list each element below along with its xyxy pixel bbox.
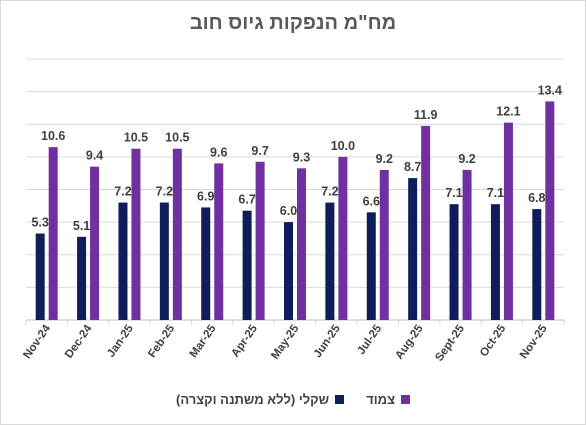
data-label-series-1: 6.9: [197, 189, 214, 203]
x-tick-label: Nov-25: [518, 322, 550, 361]
x-tick-label: Jan-25: [105, 322, 136, 359]
legend-swatch-series-2: [401, 395, 410, 404]
data-label-series-2: 9.7: [251, 144, 268, 158]
data-label-series-2: 13.4: [538, 83, 562, 97]
data-label-series-2: 12.1: [496, 105, 520, 119]
data-label-series-1: 5.3: [31, 216, 48, 230]
bar-series-2: [421, 125, 431, 320]
bar-series-1: [284, 222, 293, 320]
bar-series-1: [366, 212, 376, 320]
bar-series-1: [159, 202, 169, 320]
bar-series-1: [201, 207, 211, 320]
data-label-series-2: 9.2: [458, 152, 475, 166]
data-label-series-1: 7.1: [445, 186, 462, 200]
data-label-series-1: 5.1: [73, 219, 90, 233]
data-label-series-2: 9.4: [86, 149, 103, 163]
legend-label-series-2: צמוד: [366, 392, 395, 407]
bar-series-2: [462, 169, 472, 320]
x-tick-label: Jun-25: [312, 322, 343, 360]
data-label-series-1: 7.2: [114, 185, 131, 199]
bar-series-2: [255, 161, 265, 320]
bar-series-2: [90, 166, 100, 320]
data-label-series-2: 9.6: [210, 145, 227, 159]
x-tick-label: May-25: [269, 322, 302, 361]
data-label-series-1: 7.2: [321, 185, 338, 199]
bar-series-2: [172, 148, 182, 320]
x-tick-label: Nov-24: [21, 322, 53, 361]
data-label-series-1: 7.1: [487, 186, 504, 200]
data-label-series-1: 7.2: [156, 185, 173, 199]
data-label-series-2: 10.5: [165, 131, 189, 145]
data-label-series-1: 6.0: [280, 204, 297, 218]
legend-item-series-1: שקלי (ללא משתנה וקצרה): [176, 392, 345, 407]
data-label-series-2: 10.6: [41, 129, 65, 143]
bar-series-2: [503, 122, 513, 321]
bar-series-2: [338, 156, 348, 320]
x-tick-label: Dec-24: [63, 322, 95, 360]
bar-series-1: [35, 233, 45, 320]
legend-item-series-2: צמוד: [366, 392, 410, 407]
bar-series-1: [449, 204, 459, 320]
data-label-series-1: 6.8: [528, 191, 545, 205]
chart-title: מח"מ הנפקות גיוס חוב: [189, 12, 397, 34]
legend: צמוד שקלי (ללא משתנה וקצרה): [0, 392, 586, 407]
bar-series-1: [408, 178, 418, 320]
bar-series-1: [490, 204, 500, 320]
legend-label-series-1: שקלי (ללא משתנה וקצרה): [176, 392, 330, 407]
bar-series-1: [77, 236, 87, 320]
bar-series-2: [48, 147, 58, 320]
data-label-series-2: 10.5: [124, 131, 148, 145]
bar-series-1: [325, 202, 335, 320]
x-tick-label: Sept-25: [433, 322, 467, 363]
bar-series-2: [545, 101, 555, 320]
bar-series-2: [379, 169, 389, 320]
bar-series-1: [118, 202, 128, 320]
data-label-series-1: 6.6: [363, 194, 380, 208]
legend-swatch-series-1: [335, 395, 345, 404]
x-tick-label: Mar-25: [188, 322, 219, 360]
bar-series-1: [242, 210, 252, 320]
x-tick-label: Oct-25: [478, 322, 509, 359]
data-label-series-2: 9.2: [376, 152, 393, 166]
bar-series-2: [214, 163, 224, 320]
bar-series-1: [532, 209, 542, 320]
x-tick-label: Aug-25: [393, 322, 426, 361]
bar-series-2: [297, 168, 306, 320]
x-tick-label: Jul-25: [355, 322, 384, 357]
bar-series-2: [131, 148, 141, 320]
data-label-series-2: 10.0: [331, 139, 355, 153]
data-label-series-1: 6.7: [238, 193, 255, 207]
data-label-series-2: 11.9: [414, 108, 438, 122]
data-label-series-1: 8.7: [404, 160, 421, 174]
data-label-series-2: 9.3: [293, 150, 310, 164]
x-tick-label: Feb-25: [146, 322, 177, 360]
x-tick-label: Apr-25: [229, 322, 260, 359]
